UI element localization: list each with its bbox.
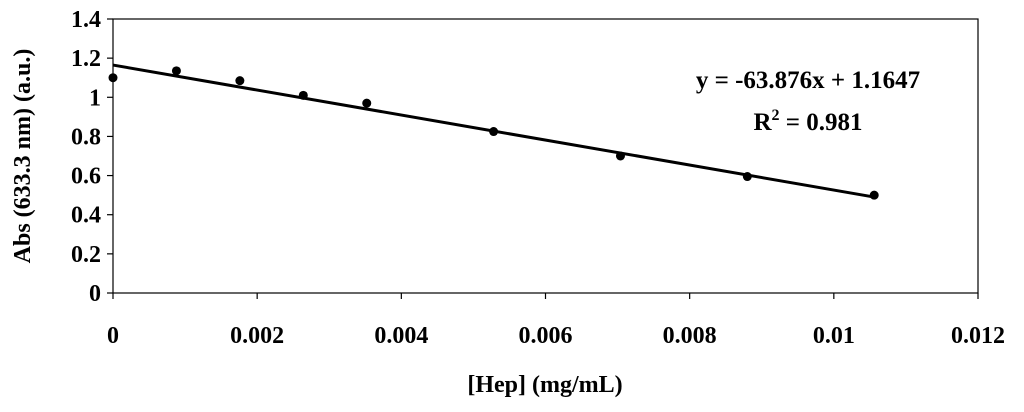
data-point — [489, 127, 499, 137]
y-tick-label: 0.8 — [71, 124, 101, 150]
x-tick-label: 0.006 — [519, 323, 573, 349]
x-tick-label: 0.004 — [374, 323, 428, 349]
y-tick-label: 1.4 — [71, 7, 101, 33]
trendline-equation: y = -63.876x + 1.1647 — [696, 67, 920, 94]
x-tick-label: 0.002 — [230, 323, 284, 349]
y-tick-label: 1.2 — [71, 46, 101, 72]
y-axis-ticks: 0 0.2 0.4 0.6 0.8 1 1.2 1.4 — [71, 7, 113, 307]
x-axis-ticks: 0 0.002 0.004 0.006 0.008 0.01 0.012 — [107, 293, 1005, 349]
x-tick-label: 0.01 — [813, 323, 855, 349]
data-points — [108, 66, 879, 200]
y-tick-label: 0.4 — [71, 203, 101, 229]
data-point — [108, 73, 118, 83]
data-point — [362, 98, 372, 108]
data-point — [615, 151, 625, 161]
x-tick-label: 0 — [107, 323, 119, 349]
y-tick-label: 0.2 — [71, 242, 101, 268]
x-axis-title: [Hep] (mg/mL) — [467, 372, 622, 398]
plot-area — [112, 18, 979, 294]
data-point — [298, 90, 308, 100]
y-axis-title: Abs (633.3 nm) (a.u.) — [10, 49, 36, 264]
y-tick-label: 0.6 — [71, 164, 101, 190]
x-tick-label: 0.012 — [951, 323, 1005, 349]
r-squared-label: R2 = 0.981 — [753, 107, 862, 136]
data-point — [742, 172, 752, 182]
y-tick-label: 1 — [89, 85, 101, 111]
data-point — [171, 66, 181, 76]
y-tick-label: 0 — [89, 281, 101, 307]
data-point — [235, 76, 245, 86]
data-point — [869, 190, 879, 200]
x-tick-label: 0.008 — [663, 323, 717, 349]
